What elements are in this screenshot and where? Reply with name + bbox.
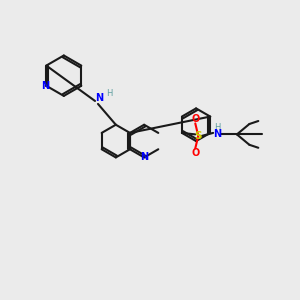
Text: H: H bbox=[214, 123, 220, 132]
Text: O: O bbox=[191, 114, 200, 124]
Text: S: S bbox=[194, 131, 202, 141]
Text: H: H bbox=[106, 89, 112, 98]
Text: N: N bbox=[95, 93, 104, 103]
Text: O: O bbox=[191, 148, 200, 158]
Text: N: N bbox=[213, 129, 221, 140]
Text: N: N bbox=[41, 81, 49, 91]
Text: N: N bbox=[140, 152, 148, 162]
